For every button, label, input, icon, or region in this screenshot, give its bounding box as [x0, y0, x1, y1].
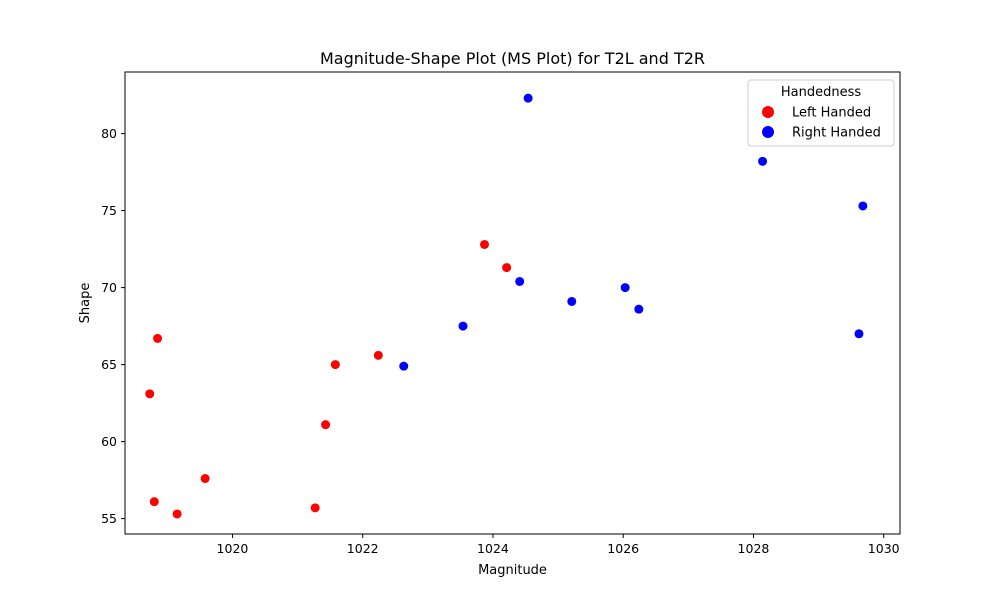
y-tick-label: 65: [101, 357, 117, 372]
plot-frame: [124, 71, 901, 535]
x-axis-ticks: 1020 1022 1024 1026 1028 1030: [217, 534, 900, 556]
right-handed-point: [458, 321, 468, 331]
left-handed-point: [310, 503, 320, 513]
y-tick-label: 80: [101, 126, 117, 141]
left-handed-point: [502, 263, 512, 273]
left-handed-point: [145, 389, 155, 399]
legend-label-left-handed: Left Handed: [792, 106, 871, 121]
x-tick-label: 1030: [868, 541, 900, 556]
y-tick-label: 55: [101, 511, 117, 526]
y-tick-label: 60: [101, 434, 117, 449]
right-handed-point: [858, 201, 868, 211]
legend-label-right-handed: Right Handed: [792, 126, 881, 141]
x-tick-label: 1026: [607, 541, 639, 556]
left-handed-point: [200, 474, 210, 484]
y-tick-label: 75: [101, 203, 117, 218]
left-handed-point: [172, 509, 182, 519]
right-handed-point: [567, 296, 577, 306]
left-handed-point: [373, 350, 383, 360]
x-tick-label: 1028: [738, 541, 770, 556]
legend-marker-left-handed: [762, 106, 774, 118]
y-axis-label: Shape: [78, 283, 93, 324]
data-points: [145, 93, 868, 519]
left-handed-point: [321, 420, 331, 430]
chart-title: Magnitude-Shape Plot (MS Plot) for T2L a…: [320, 49, 705, 68]
right-handed-point: [854, 329, 864, 339]
legend-title: Handedness: [781, 85, 861, 100]
left-handed-point: [153, 333, 163, 343]
right-handed-point: [758, 156, 768, 166]
right-handed-point: [620, 283, 630, 293]
left-handed-point: [330, 360, 340, 370]
right-handed-point: [523, 93, 533, 103]
right-handed-point: [399, 361, 409, 371]
x-axis-label: Magnitude: [478, 563, 547, 578]
legend-box: [747, 79, 895, 147]
legend-marker-right-handed: [762, 126, 774, 138]
left-handed-point: [479, 239, 489, 249]
x-tick-label: 1022: [347, 541, 379, 556]
x-tick-label: 1020: [217, 541, 249, 556]
y-tick-label: 70: [101, 280, 117, 295]
right-handed-point: [515, 276, 525, 286]
y-axis-ticks: 55 60 65 70 75 80: [101, 126, 125, 526]
x-tick-label: 1024: [477, 541, 509, 556]
right-handed-point: [634, 304, 644, 314]
left-handed-point: [149, 497, 159, 507]
legend: Handedness Left Handed Right Handed: [747, 79, 895, 147]
